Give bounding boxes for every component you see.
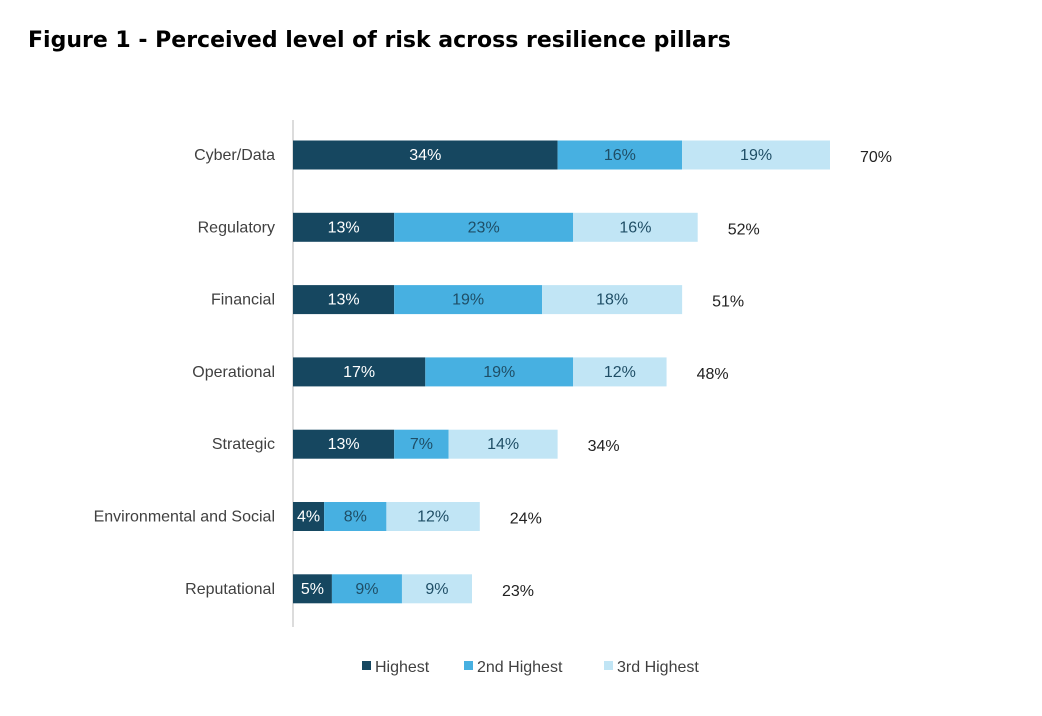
segment-label: 18% xyxy=(596,292,628,309)
segment-label: 34% xyxy=(409,147,441,164)
bar-segment xyxy=(557,140,683,170)
bar-segment xyxy=(401,574,472,604)
bar-segment xyxy=(331,574,402,604)
category-label: Strategic xyxy=(212,436,275,453)
category-label: Environmental and Social xyxy=(94,509,275,526)
total-label: 23% xyxy=(502,583,534,600)
legend-label: 2nd Highest xyxy=(477,659,563,676)
bar-segment xyxy=(573,212,698,242)
segment-label: 13% xyxy=(328,436,360,453)
bar-segment xyxy=(293,285,395,315)
bar-segment xyxy=(293,429,395,459)
bar-segment xyxy=(394,212,574,242)
legend-swatch xyxy=(604,661,613,670)
total-label: 48% xyxy=(697,366,729,383)
bars-group: Cyber/Data 34% 16% 19% 70% Regulatory 13% 23% 16… xyxy=(94,140,892,604)
segment-label: 13% xyxy=(328,219,360,236)
bar-segment xyxy=(682,140,830,170)
segment-label: 14% xyxy=(487,436,519,453)
bar-segment xyxy=(448,429,558,459)
bar-segment xyxy=(573,357,667,387)
category-label: Regulatory xyxy=(198,219,275,236)
segment-label: 13% xyxy=(328,292,360,309)
bar-segment xyxy=(293,574,332,604)
bar-segment xyxy=(386,502,480,531)
segment-label: 16% xyxy=(604,147,636,164)
total-label: 52% xyxy=(728,221,760,238)
segment-label: 9% xyxy=(355,581,378,598)
segment-label: 16% xyxy=(619,219,651,236)
bar-segment xyxy=(293,357,426,387)
total-label: 24% xyxy=(510,511,542,528)
total-label: 51% xyxy=(712,294,744,311)
bar-segment xyxy=(542,285,683,315)
bar-segment xyxy=(394,285,543,315)
segment-label: 12% xyxy=(604,364,636,381)
legend-swatch xyxy=(464,661,473,670)
segment-label: 4% xyxy=(297,509,320,526)
segment-label: 7% xyxy=(410,436,433,453)
segment-label: 12% xyxy=(417,509,449,526)
segment-label: 5% xyxy=(301,581,324,598)
legend-swatch xyxy=(362,661,371,670)
bar-segment xyxy=(293,502,325,531)
bar-segment xyxy=(425,357,574,387)
category-label: Financial xyxy=(211,292,275,309)
total-label: 34% xyxy=(588,438,620,455)
bar-segment xyxy=(394,429,449,459)
chart-title: Figure 1 - Perceived level of risk acros… xyxy=(28,28,731,53)
segment-label: 17% xyxy=(343,364,375,381)
segment-label: 8% xyxy=(344,509,367,526)
total-label: 70% xyxy=(860,149,892,166)
legend-label: 3rd Highest xyxy=(617,659,699,676)
category-label: Cyber/Data xyxy=(194,147,275,164)
bar-segment xyxy=(324,502,387,531)
legend-label: Highest xyxy=(375,659,430,676)
bar-segment xyxy=(293,140,558,170)
legend: Highest 2nd Highest 3rd Highest xyxy=(362,659,699,676)
segment-label: 19% xyxy=(483,364,515,381)
segment-label: 9% xyxy=(425,581,448,598)
segment-label: 19% xyxy=(740,147,772,164)
bar-segment xyxy=(293,212,395,242)
category-label: Operational xyxy=(192,364,275,381)
segment-label: 19% xyxy=(452,292,484,309)
category-label: Reputational xyxy=(185,581,275,598)
segment-label: 23% xyxy=(468,219,500,236)
